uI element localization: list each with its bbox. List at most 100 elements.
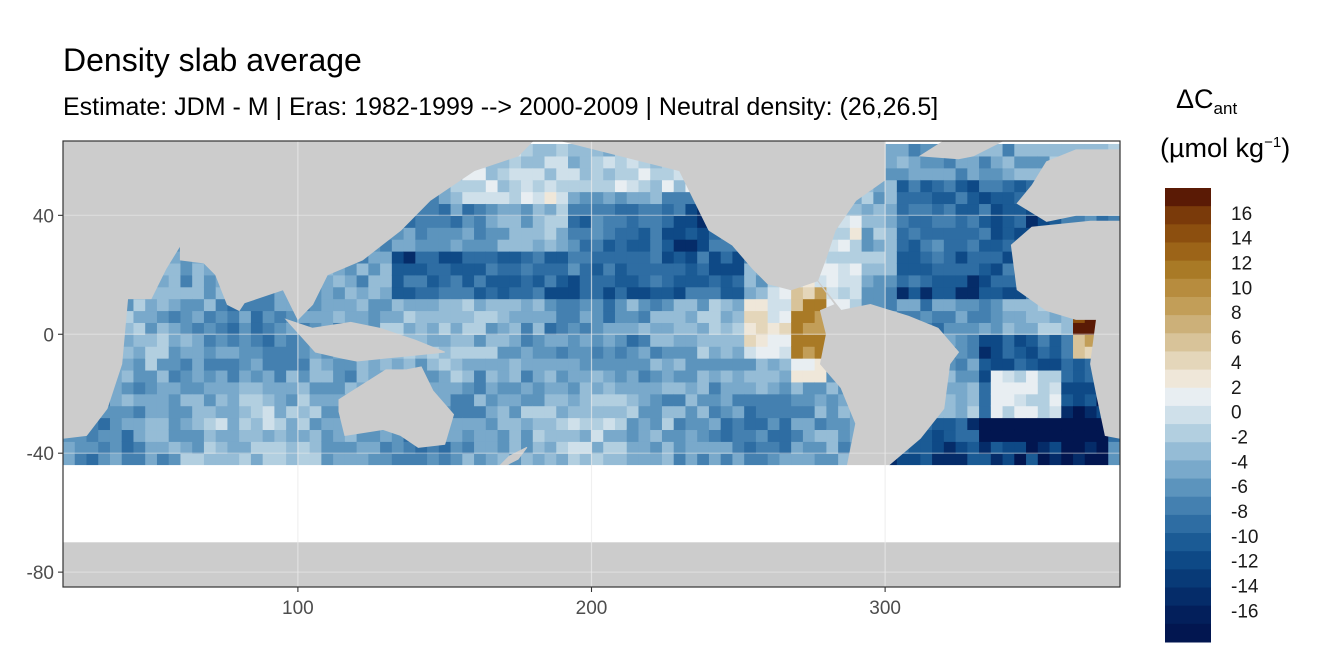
data-cell [462, 334, 475, 347]
data-cell [685, 310, 698, 323]
data-cell [521, 310, 534, 323]
data-cell [556, 381, 569, 395]
data-cell [544, 215, 557, 228]
data-cell [485, 239, 499, 252]
data-cell [955, 227, 968, 240]
data-cell [203, 441, 217, 454]
data-cell [732, 429, 745, 442]
data-cell [180, 334, 193, 347]
data-cell [603, 310, 616, 323]
data-cell [1026, 143, 1039, 157]
data-cell [979, 239, 992, 252]
data-cell [767, 310, 781, 323]
data-cell [1073, 417, 1086, 431]
data-cell [614, 369, 628, 383]
data-cell [979, 346, 992, 359]
data-cell [802, 358, 816, 371]
data-cell [321, 417, 334, 431]
data-cell [532, 143, 546, 157]
data-cell [556, 251, 569, 264]
data-cell [967, 369, 980, 383]
data-cell [1037, 381, 1051, 395]
data-cell [744, 286, 757, 300]
data-cell [474, 191, 487, 205]
data-cell [779, 346, 792, 359]
data-cell [1014, 334, 1027, 347]
data-cell [274, 298, 287, 312]
data-cell [450, 203, 463, 216]
data-cell [1049, 334, 1062, 347]
data-cell [861, 262, 874, 276]
data-cell [556, 429, 569, 442]
data-cell [168, 417, 182, 431]
data-cell [885, 191, 898, 205]
data-cell [250, 441, 264, 454]
data-cell [1014, 322, 1027, 335]
data-cell [591, 155, 604, 169]
data-cell [544, 310, 557, 323]
y-tick-label: -40 [27, 444, 54, 465]
data-cell [943, 262, 957, 276]
data-cell [814, 393, 827, 407]
data-cell [673, 441, 687, 454]
data-cell [661, 203, 675, 216]
data-cell [368, 310, 381, 323]
data-cell [297, 346, 311, 359]
data-cell [720, 358, 734, 371]
data-cell [109, 417, 123, 431]
data-cell [168, 286, 182, 300]
data-cell [967, 453, 980, 466]
data-cell [1026, 429, 1039, 442]
data-cell [1073, 453, 1086, 466]
data-cell [556, 322, 569, 335]
data-cell [544, 298, 557, 312]
data-cell [967, 239, 980, 252]
data-cell [532, 358, 546, 371]
data-cell [979, 179, 992, 193]
data-cell [873, 215, 886, 228]
data-cell [967, 155, 980, 169]
data-cell [990, 286, 1004, 300]
data-cell [802, 286, 816, 300]
data-cell [309, 417, 322, 431]
data-cell [1073, 334, 1086, 347]
data-cell [1002, 429, 1015, 442]
data-cell [661, 239, 675, 252]
data-cell [497, 298, 510, 312]
data-cell [203, 369, 217, 383]
data-cell [873, 274, 886, 288]
data-cell [955, 405, 968, 419]
data-cell [250, 334, 264, 347]
data-cell [133, 381, 146, 395]
data-cell [943, 298, 957, 312]
data-cell [497, 322, 510, 335]
data-cell [802, 405, 816, 419]
data-cell [955, 322, 968, 335]
data-cell [1014, 179, 1027, 193]
data-cell [450, 262, 463, 276]
data-cell [661, 191, 675, 205]
data-cell [908, 203, 921, 216]
x-tick-label: 300 [869, 598, 901, 619]
data-cell [380, 262, 393, 276]
data-cell [192, 441, 205, 454]
data-cell [485, 251, 499, 264]
data-cell [309, 381, 322, 395]
data-cell [943, 286, 957, 300]
data-cell [1037, 310, 1051, 323]
data-cell [838, 298, 851, 312]
data-cell [109, 441, 123, 454]
data-cell [849, 203, 863, 216]
data-cell [98, 441, 111, 454]
data-cell [344, 274, 358, 288]
data-cell [814, 369, 827, 383]
data-cell [556, 358, 569, 371]
data-cell [497, 274, 510, 288]
data-cell [849, 274, 863, 288]
data-cell [979, 251, 992, 264]
data-cell [661, 346, 675, 359]
data-cell [274, 322, 287, 335]
data-cell [532, 369, 546, 383]
data-cell [309, 393, 322, 407]
data-cell [1037, 369, 1051, 383]
